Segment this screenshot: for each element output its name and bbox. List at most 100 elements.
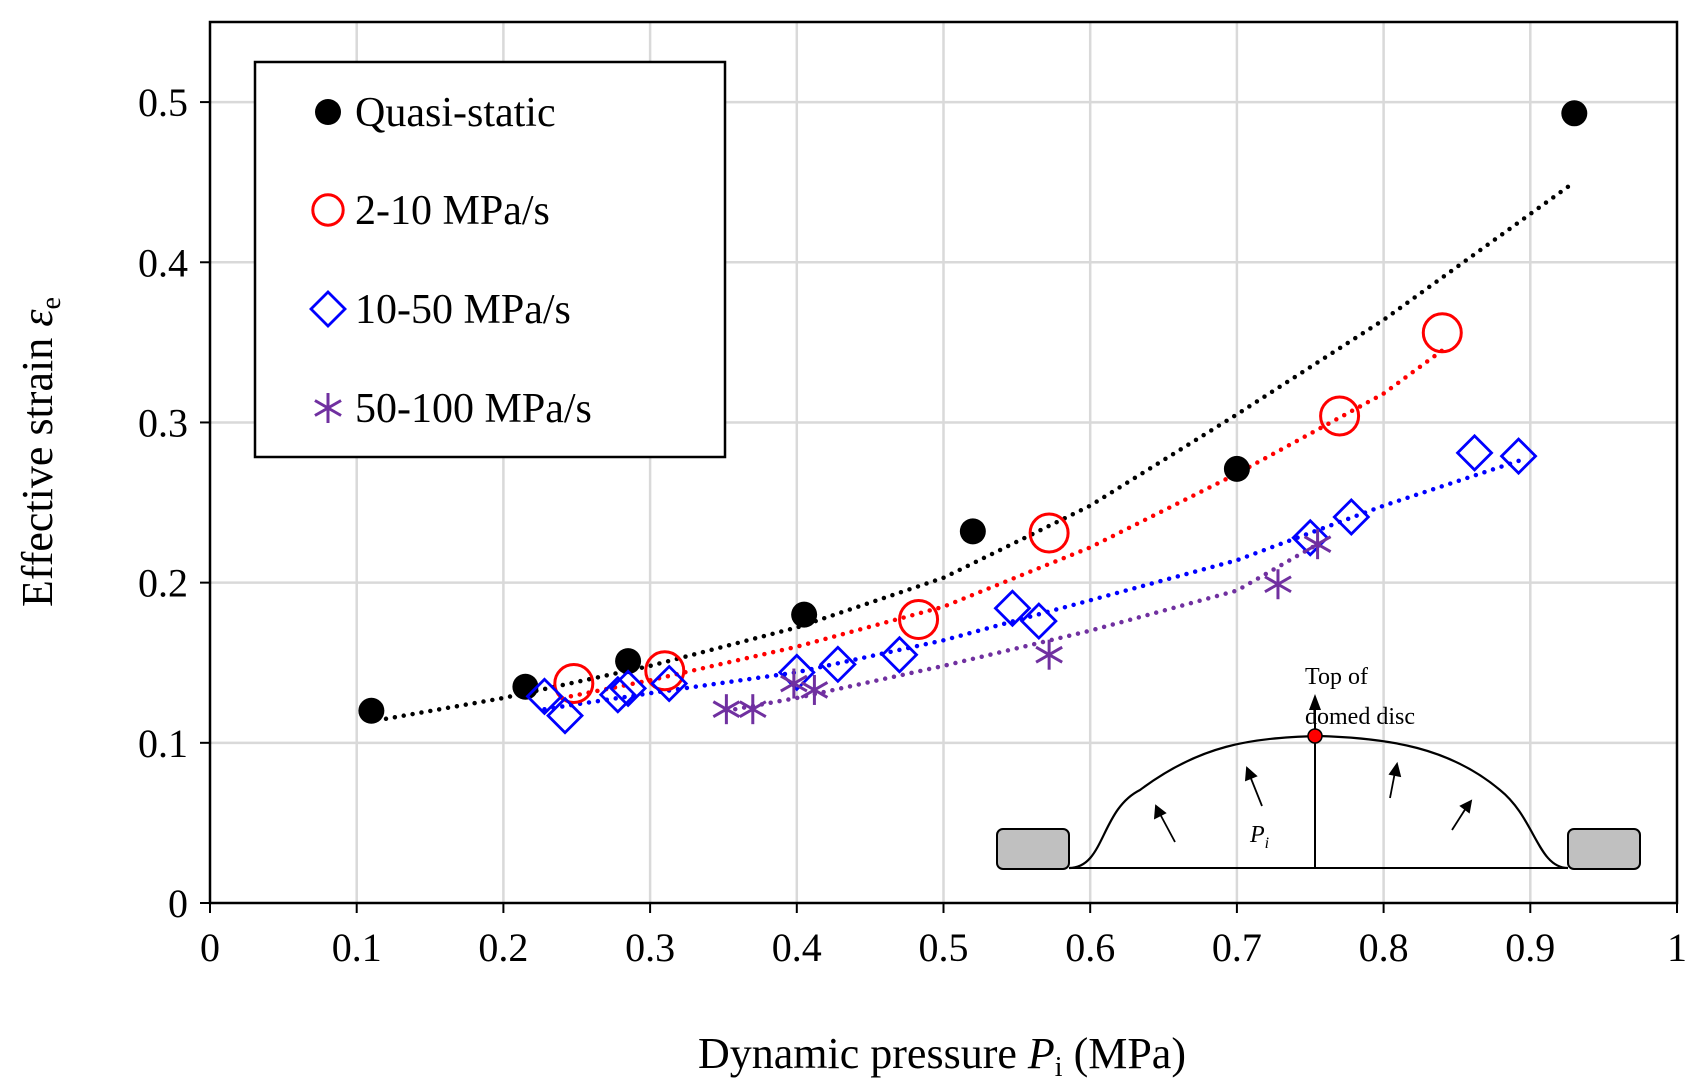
legend-marker-2-10 [311,193,345,227]
x-tick-label: 1 [1667,925,1687,970]
right-clamp [1567,828,1641,870]
legend-marker-50-100 [314,393,342,423]
data-point-10-50 [1019,602,1058,641]
data-point-2-10 [1028,512,1070,554]
x-tick-label: 0.3 [625,925,675,970]
x-axis-title-symbol: P [1027,1029,1055,1078]
up-arrow-icon [1309,694,1321,710]
legend-box [253,60,727,459]
data-point-50-100-stroke [780,674,808,693]
data-point-quasi-static [959,518,986,545]
x-tick-label: 0.4 [772,925,822,970]
data-point-2-10 [1421,312,1463,354]
trend-line-2-10 [559,348,1445,701]
data-point-10-50 [1455,433,1494,472]
domed-disc-inset: Top of domed disc Pi [996,664,1641,870]
pressure-arrows [1153,761,1473,843]
data-point-50-100-stroke [738,700,767,718]
data-point-2-10 [644,650,686,692]
data-point-10-50 [993,589,1032,628]
trend-line-50-100 [724,541,1320,714]
data-point-50-100 [800,674,829,705]
x-tick-label: 0.1 [332,925,382,970]
legend-marker-50-100-stroke [314,399,342,417]
x-axis-title-main: Dynamic pressure [698,1029,1028,1078]
y-tick-label: 0.1 [138,721,188,766]
data-point-10-50 [1499,437,1538,476]
top-point-marker [1307,728,1323,744]
pressure-arrow-3 [1389,771,1396,799]
y-tick-label: 0.2 [138,561,188,606]
axis-ticks: 0 0.1 0.2 0.3 0.4 0.5 0.6 0.7 0.8 0.9 1 0 0.1 0.2 0.3 0… [138,80,1687,970]
y-tick-label: 0.5 [138,80,188,125]
y-axis-title: Effective strain εe [13,297,67,607]
data-point-10-50 [1332,497,1371,536]
pressure-arrow-4 [1451,807,1467,831]
y-tick-label: 0.3 [138,400,188,445]
legend-marker-10-50 [309,290,347,328]
data-point-10-50 [546,696,584,735]
y-axis-title-sub: e [36,297,67,309]
x-tick-label: 0.5 [919,925,969,970]
legend-label-10-50: 10-50 MPa/s [355,287,571,333]
legend-label-quasi-static: Quasi-static [355,90,556,136]
data-point-50-100-stroke [800,681,829,699]
data-point-quasi-static [791,601,818,628]
x-axis-title: Dynamic pressure Pi (MPa) [698,1029,1186,1083]
data-point-50-100 [1303,529,1332,560]
x-axis-title-sub: i [1055,1052,1063,1083]
data-point-10-50 [598,675,637,714]
data-point-quasi-static [1561,100,1588,127]
inset-label-bottom: domed disc [1305,704,1415,730]
y-tick-label: 0.4 [138,240,188,285]
pressure-arrow-2 [1249,775,1263,807]
data-point-quasi-static [358,697,385,724]
data-point-50-100-stroke [1264,575,1292,594]
data-point-50-100 [712,694,741,725]
legend-markers [309,99,347,423]
legend-label-50-100: 50-100 MPa/s [355,386,592,432]
inset-pressure-label: Pi [1249,822,1269,852]
pressure-arrow-head-3 [1388,761,1402,778]
x-tick-label: 0.6 [1065,925,1115,970]
data-point-10-50 [609,669,648,708]
y-tick-label: 0 [168,881,188,926]
y-axis-title-symbol: ε [13,309,62,327]
x-tick-label: 0.7 [1212,925,1262,970]
x-tick-label: 0.8 [1359,925,1409,970]
data-point-10-50 [777,653,816,692]
data-point-10-50 [818,645,857,684]
data-point-10-50 [1291,518,1330,557]
inset-pressure-symbol: P [1249,822,1265,848]
y-axis-title-main: Effective strain [13,327,62,607]
legend-marker-quasi-static [315,99,341,125]
pressure-arrow-head-2 [1244,766,1258,782]
data-point-50-100 [1264,569,1292,600]
data-point-quasi-static [512,673,539,700]
data-point-quasi-static [1223,455,1250,482]
pressure-arrow-head-1 [1153,804,1167,820]
x-tick-label: 0.2 [478,925,528,970]
legend: Quasi-static 2-10 MPa/s 10-50 MPa/s 50-1… [253,60,727,459]
x-tick-label: 0 [200,925,220,970]
left-clamp [996,828,1070,870]
inset-label-top: Top of [1305,664,1368,690]
data-point-10-50 [880,635,919,674]
data-points [358,100,1588,735]
legend-label-2-10: 2-10 MPa/s [355,188,550,234]
inset-pressure-sub: i [1265,835,1269,852]
data-point-2-10 [553,663,595,705]
pressure-arrow-head-4 [1459,799,1473,814]
data-point-quasi-static [615,648,642,675]
data-point-50-100-stroke [712,700,741,718]
data-point-50-100 [738,694,767,725]
data-point-2-10 [898,598,940,640]
data-point-50-100-stroke [1035,645,1063,664]
data-point-50-100 [780,668,808,699]
x-axis-title-unit: (MPa) [1063,1029,1186,1078]
data-point-50-100 [1035,639,1063,670]
data-point-50-100-stroke [1303,535,1332,553]
data-point-10-50 [650,664,689,703]
